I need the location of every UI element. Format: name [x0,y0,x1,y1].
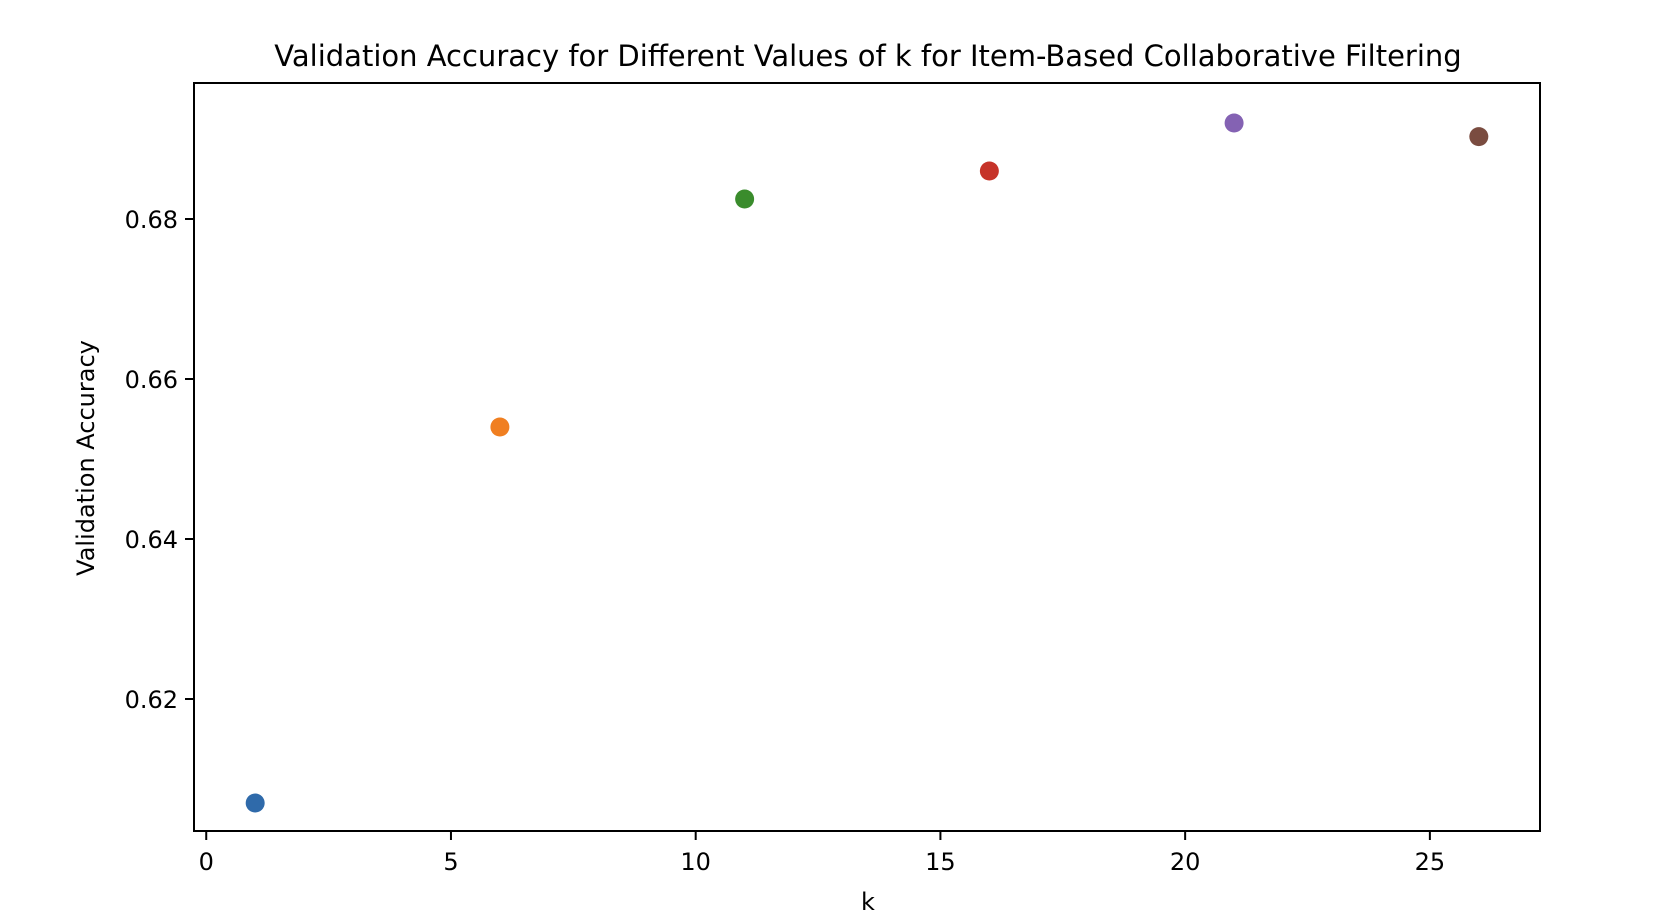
x-tick-label: 0 [199,848,214,876]
y-tick-label: 0.68 [125,206,178,234]
x-tick-label: 5 [443,848,458,876]
y-tick-label: 0.64 [125,526,178,554]
data-point [1469,127,1489,147]
y-axis-title: Validation Accuracy [72,340,100,576]
data-point [490,417,510,437]
data-point [245,793,265,813]
plot-area [193,82,1541,832]
data-point [1224,113,1244,133]
x-axis-title: k [861,888,875,916]
chart-title: Validation Accuracy for Different Values… [274,39,1461,73]
data-points [245,113,1489,813]
y-tick-label: 0.62 [125,686,178,714]
x-tick-label: 25 [1415,848,1446,876]
x-tick-label: 15 [925,848,956,876]
y-tick-label: 0.66 [125,366,178,394]
data-point [979,161,999,181]
data-point [735,189,755,209]
x-tick-label: 20 [1170,848,1201,876]
axis-ticks: 0 5 10 15 20 25 0.62 0.64 0.66 0.68 [125,206,1446,876]
x-tick-label: 10 [680,848,711,876]
